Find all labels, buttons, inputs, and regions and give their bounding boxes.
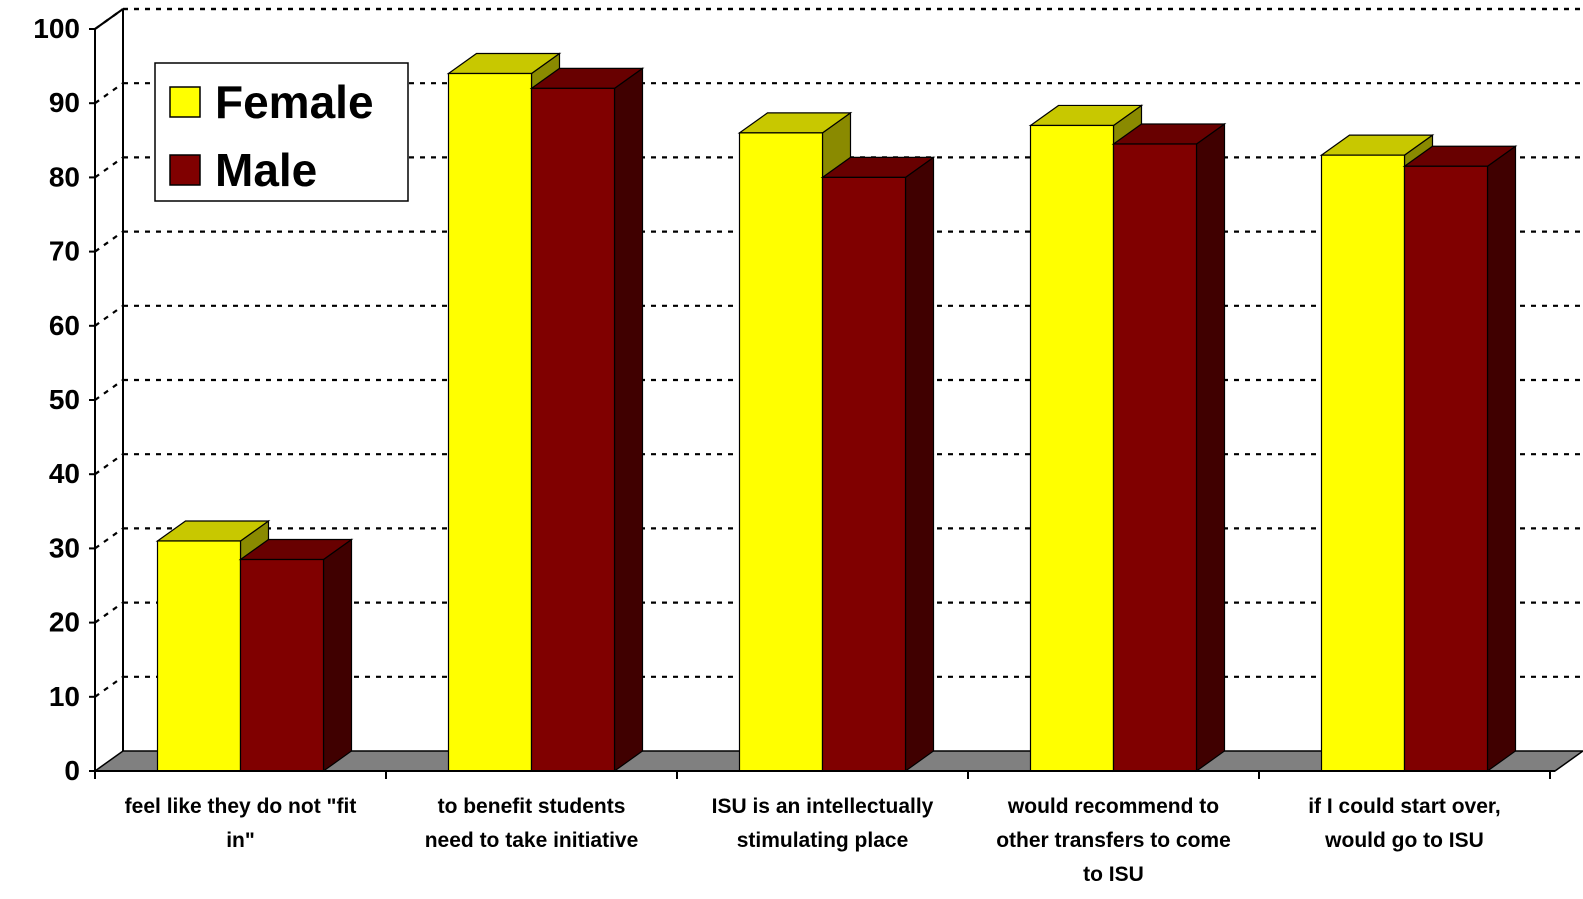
x-category-label: feel like they do not "fit in" xyxy=(125,795,357,852)
bar-male-4 xyxy=(1402,145,1518,773)
gridline-diagonal xyxy=(94,527,124,550)
x-category-label-line: in" xyxy=(226,829,255,852)
legend-label-male: Male xyxy=(215,144,317,196)
bar-side xyxy=(1195,122,1226,773)
bar-side xyxy=(613,67,644,773)
gridline-diagonal xyxy=(94,156,124,179)
bar-front xyxy=(239,558,325,772)
bar-front xyxy=(821,176,907,772)
bar-front xyxy=(1320,154,1406,772)
bar-front xyxy=(530,87,616,772)
legend-swatch-female xyxy=(169,86,201,118)
y-tick-label: 70 xyxy=(49,236,80,267)
x-category-label: ISU is an intellectually stimulating plac… xyxy=(712,795,934,852)
bar-male-0 xyxy=(238,538,354,773)
x-category-label-line: need to take initiative xyxy=(425,829,639,852)
gridline-diagonal xyxy=(94,230,124,253)
bar-front xyxy=(1403,165,1489,772)
bar-front xyxy=(447,72,533,772)
y-tick-label: 30 xyxy=(49,532,80,563)
bar-front xyxy=(1029,124,1115,772)
y-tick-label: 40 xyxy=(49,458,80,489)
x-category-label-line: would go to ISU xyxy=(1324,829,1484,852)
x-category-label-line: to ISU xyxy=(1083,863,1144,886)
bar-side xyxy=(1486,145,1517,773)
top-diagonal xyxy=(94,8,124,30)
x-category-labels: feel like they do not "fit in" to benefit … xyxy=(94,771,1551,886)
x-category-label-line: other transfers to come xyxy=(996,829,1231,852)
x-category-label-line: stimulating place xyxy=(737,829,909,852)
gridline-diagonal xyxy=(94,453,124,476)
bar-front xyxy=(156,540,242,772)
bar-side xyxy=(322,538,353,773)
x-category-label: would recommend to other transfers to com… xyxy=(996,795,1231,886)
gridline-diagonal xyxy=(94,675,124,698)
gridline-diagonal xyxy=(94,82,124,105)
bar-front xyxy=(1112,143,1198,772)
y-tick-labels: 0 10 20 30 40 50 60 70 80 90 100 xyxy=(33,13,95,786)
gridline-diagonal xyxy=(94,304,124,327)
y-tick-label: 20 xyxy=(49,607,80,638)
gridline-diagonal xyxy=(94,379,124,401)
y-tick-label: 80 xyxy=(49,161,80,192)
x-category-label: to benefit students need to take initiati… xyxy=(425,795,639,852)
legend: Female Male xyxy=(154,62,409,202)
legend-label-female: Female xyxy=(215,76,374,128)
x-category-label-line: to benefit students xyxy=(438,795,626,818)
gridline-diagonal xyxy=(94,601,124,624)
bar-male-1 xyxy=(529,67,645,773)
bar-male-3 xyxy=(1111,122,1227,773)
legend-swatch-male xyxy=(169,154,201,186)
y-tick-label: 60 xyxy=(49,310,80,341)
y-tick-label: 50 xyxy=(49,384,80,415)
y-tick-label: 0 xyxy=(64,755,80,786)
x-category-label-line: feel like they do not "fit xyxy=(125,795,357,818)
bar-side xyxy=(904,156,935,773)
y-tick-label: 100 xyxy=(33,13,80,44)
y-tick-label: 90 xyxy=(49,87,80,118)
x-category-label: if I could start over, would go to ISU xyxy=(1308,795,1501,852)
x-category-label-line: if I could start over, xyxy=(1308,795,1501,818)
bar-front xyxy=(738,132,824,772)
y-tick-label: 10 xyxy=(49,681,80,712)
x-category-label-line: ISU is an intellectually xyxy=(712,795,934,818)
x-category-label-line: would recommend to xyxy=(1007,795,1219,818)
bars xyxy=(155,52,1518,773)
bar-male-2 xyxy=(820,156,936,773)
